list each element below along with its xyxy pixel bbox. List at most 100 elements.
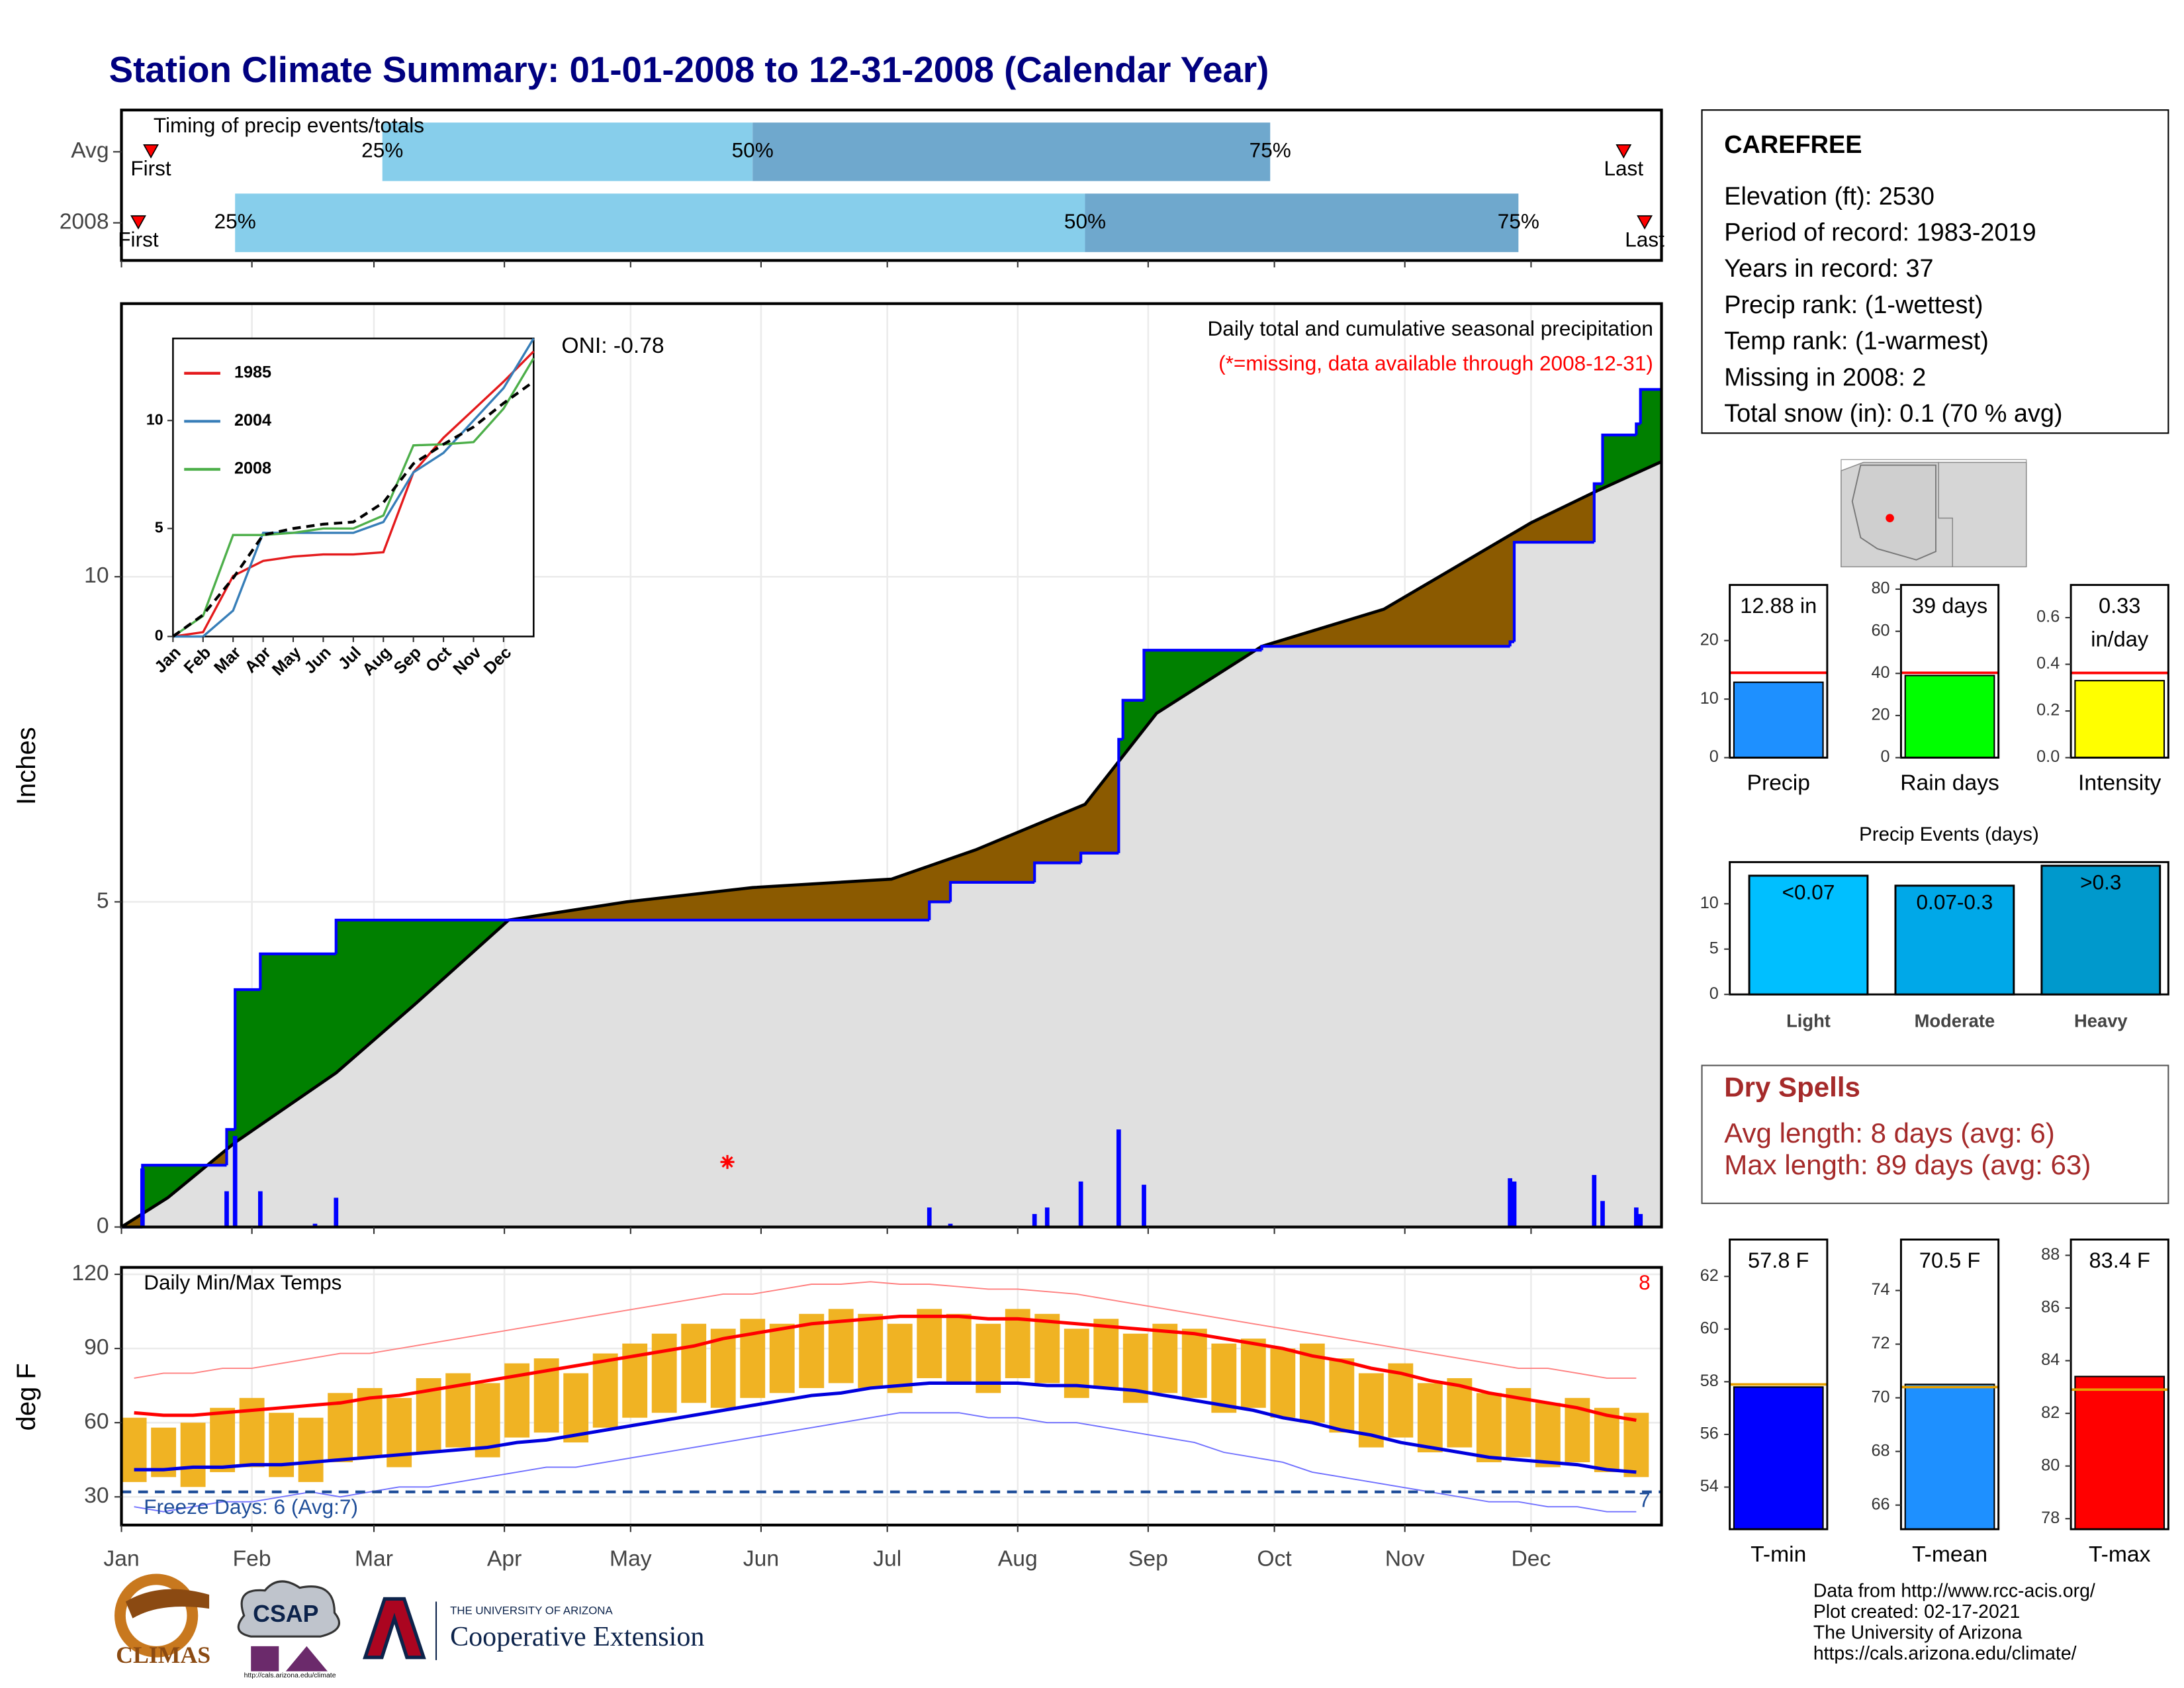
cumulative-step bbox=[234, 988, 261, 1130]
cumulative-step bbox=[1121, 698, 1144, 739]
csap-logo bbox=[237, 1580, 341, 1638]
y-tick-label: 80 bbox=[1871, 579, 1889, 598]
temp-range-bar bbox=[887, 1323, 913, 1393]
y-tick-label: 60 bbox=[84, 1409, 109, 1434]
y-tick-label: 56 bbox=[1700, 1425, 1719, 1443]
quantile-label: 25% bbox=[361, 138, 403, 162]
quantile-label: 50% bbox=[732, 138, 774, 162]
station-marker bbox=[1886, 514, 1894, 522]
temp-range-bar bbox=[1270, 1348, 1296, 1418]
y-tick-label: 10 bbox=[1700, 894, 1719, 912]
timing-marker-label: First bbox=[118, 227, 159, 251]
temp-range-bar bbox=[946, 1313, 972, 1383]
credit-line: The University of Arizona bbox=[1813, 1622, 2023, 1643]
info-line: Total snow (in): 0.1 (70 % avg) bbox=[1724, 400, 2062, 428]
temp-range-bar bbox=[1034, 1313, 1060, 1383]
quantile-label: 25% bbox=[214, 209, 256, 233]
cumulative-step bbox=[1033, 861, 1081, 882]
page-title: Station Climate Summary: 01-01-2008 to 1… bbox=[109, 49, 1269, 90]
cumulative-step bbox=[1601, 433, 1637, 484]
y-tick-label: 86 bbox=[2041, 1298, 2060, 1317]
y-tick-label: 84 bbox=[2041, 1350, 2060, 1369]
y-tick-label: 62 bbox=[1700, 1266, 1719, 1285]
timing-title: Timing of precip events/totals bbox=[154, 113, 424, 137]
cumulative-step bbox=[1117, 737, 1123, 853]
climas-logo bbox=[125, 1589, 210, 1618]
daily-bar bbox=[257, 1191, 263, 1227]
temp-range-bar bbox=[1623, 1413, 1649, 1477]
inset-average-line bbox=[172, 380, 535, 638]
temp-range-bar bbox=[681, 1323, 707, 1403]
value-label: in/day bbox=[2091, 626, 2149, 651]
value-label: 12.88 in bbox=[1740, 593, 1817, 618]
daily-bar bbox=[927, 1207, 932, 1227]
y-tick-label: 20 bbox=[1700, 630, 1719, 649]
y-tick-label: 0.6 bbox=[2036, 608, 2060, 626]
x-tick-label: Apr bbox=[487, 1546, 522, 1571]
daily-bar bbox=[140, 1168, 145, 1227]
daily-bar bbox=[1600, 1201, 1605, 1227]
category-label: Precip bbox=[1747, 771, 1810, 795]
bar bbox=[2040, 865, 2161, 996]
plot-frame bbox=[120, 302, 1663, 1229]
normal-min-line bbox=[134, 1381, 1637, 1474]
climas-name: CLIMAS bbox=[116, 1642, 210, 1668]
daily-bar bbox=[232, 1136, 238, 1227]
timing-bar bbox=[382, 122, 753, 181]
timing-marker bbox=[1637, 215, 1653, 230]
daily-bar bbox=[1634, 1207, 1639, 1227]
y-tick-label: 82 bbox=[2041, 1403, 2060, 1422]
y-tick-label: 0 bbox=[1709, 747, 1719, 766]
csap-url: http://cals.arizona.edu/climate bbox=[244, 1671, 336, 1679]
dry-spells-box bbox=[1701, 1064, 2169, 1204]
daily-bar bbox=[1512, 1181, 1517, 1227]
daily-bar bbox=[1592, 1175, 1597, 1227]
common-area bbox=[121, 461, 1662, 1227]
map-arizona bbox=[1851, 464, 1936, 561]
cumulative-step bbox=[1079, 851, 1119, 863]
category-label: Rain days bbox=[1900, 771, 1999, 795]
daily-bar bbox=[1032, 1213, 1037, 1227]
temp-range-bar bbox=[180, 1423, 206, 1487]
x-tick-label: Nov bbox=[1385, 1546, 1425, 1571]
quantile-label: 50% bbox=[1064, 209, 1106, 233]
bar bbox=[1904, 675, 1995, 759]
box-outline bbox=[1729, 584, 1829, 759]
university: THE UNIVERSITY OF ARIZONA bbox=[450, 1605, 613, 1617]
daily-bar bbox=[948, 1223, 953, 1227]
y-tick-label: 0 bbox=[1881, 747, 1890, 766]
box-outline bbox=[2070, 584, 2169, 759]
temp-range-bar bbox=[1093, 1319, 1119, 1388]
temp-range-bar bbox=[1535, 1403, 1561, 1468]
credit-line: https://cals.arizona.edu/climate/ bbox=[1813, 1643, 2077, 1664]
x-tick-label: Jun bbox=[743, 1546, 779, 1571]
temp-range-bar bbox=[1476, 1393, 1502, 1462]
y-tick-label: 5 bbox=[97, 888, 109, 913]
y-axis-title: deg F bbox=[12, 1363, 41, 1430]
panel-title: Daily total and cumulative seasonal prec… bbox=[1208, 316, 1653, 340]
inset-line bbox=[173, 338, 535, 638]
temp-range-bar bbox=[210, 1407, 236, 1472]
cumulative-step bbox=[1512, 541, 1594, 642]
temp-range-bar bbox=[592, 1353, 618, 1428]
inset-frame bbox=[172, 338, 535, 637]
csap-name: CSAP bbox=[253, 1601, 318, 1627]
timing-bar bbox=[1085, 193, 1519, 252]
climas-logo bbox=[114, 1573, 199, 1658]
category-label: Heavy bbox=[2074, 1011, 2128, 1031]
cumulative-step bbox=[928, 900, 951, 920]
record-min-line bbox=[134, 1412, 1637, 1513]
timing-marker bbox=[1615, 144, 1632, 159]
legend-label: 2008 bbox=[234, 459, 271, 478]
csap-logo bbox=[251, 1646, 328, 1671]
freeze-label: Freeze Days: 6 (Avg:7) bbox=[144, 1495, 358, 1519]
cumulative-step bbox=[259, 952, 336, 990]
category-label: T-mean bbox=[1912, 1542, 1987, 1567]
daily-bar bbox=[312, 1223, 318, 1227]
y-tick-label: 0.2 bbox=[2036, 701, 2060, 720]
y-tick-label: 72 bbox=[1871, 1334, 1889, 1352]
temp-range-bar bbox=[563, 1373, 589, 1443]
map-state bbox=[1938, 461, 2027, 568]
info-line: Precip rank: (1-wettest) bbox=[1724, 291, 1983, 319]
y-tick-label: 5 bbox=[1709, 939, 1719, 957]
